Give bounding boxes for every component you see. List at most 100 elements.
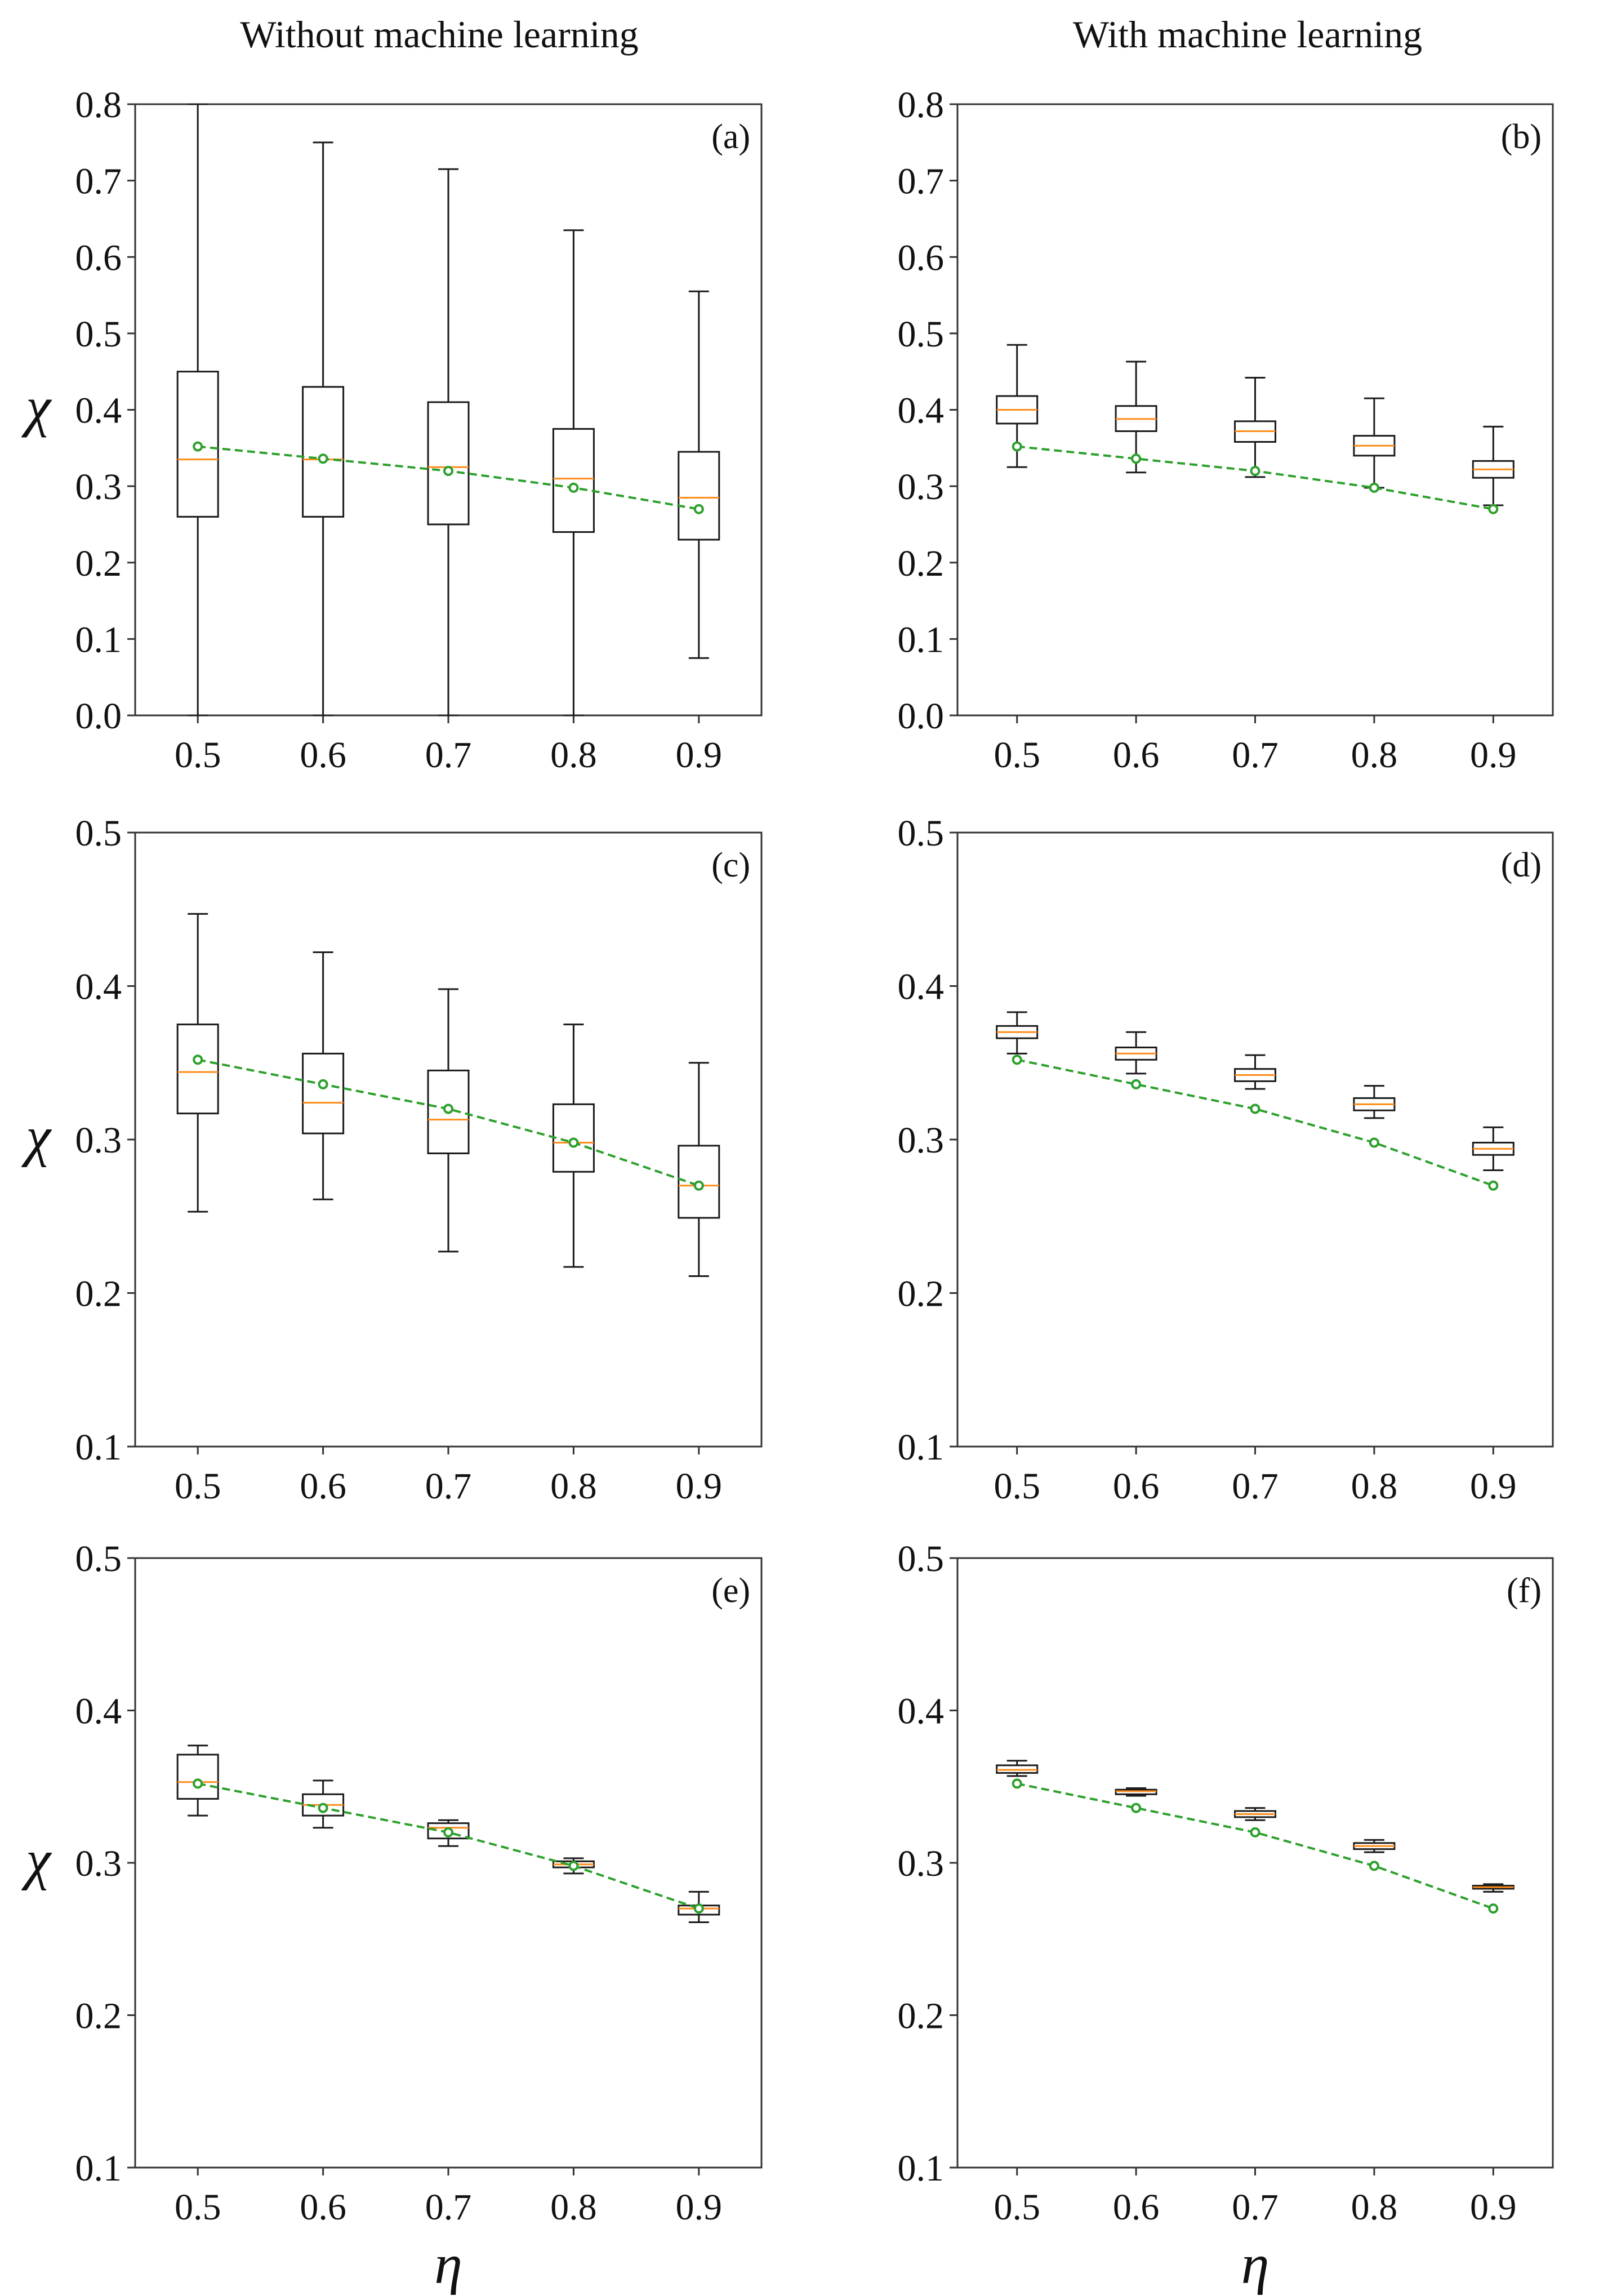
- y-tick-label: 0.2: [75, 1274, 122, 1315]
- x-tick-label: 0.7: [425, 735, 472, 776]
- y-tick-label: 0.3: [75, 466, 122, 508]
- iqr-box: [176, 371, 219, 518]
- box-plot-0.6: [302, 141, 345, 717]
- plot-frame: [956, 831, 1554, 1448]
- y-tick-label: 0.2: [898, 543, 945, 584]
- x-tick-label: 0.5: [175, 735, 221, 776]
- y-tick-label: 0.3: [898, 466, 945, 508]
- reference-point: [443, 1827, 453, 1837]
- x-tick-label: 0.7: [1232, 2187, 1279, 2228]
- x-tick-label: 0.7: [1232, 1466, 1279, 1507]
- panel-label: (b): [1501, 118, 1542, 156]
- y-tick-label: 0.5: [75, 1538, 122, 1579]
- box-plot-0.6: [1115, 361, 1157, 474]
- box-plot-0.7: [427, 168, 470, 717]
- y-tick-label: 0.4: [898, 1691, 945, 1732]
- reference-point: [443, 466, 453, 476]
- reference-point: [1131, 1079, 1142, 1089]
- x-tick-label: 0.6: [300, 1466, 346, 1507]
- reference-point: [1488, 1180, 1499, 1191]
- x-tick-label: 0.8: [550, 735, 597, 776]
- box-plot-0.9: [1472, 425, 1515, 506]
- iqr-box: [678, 1145, 720, 1219]
- panel-label: (f): [1507, 1572, 1542, 1610]
- x-tick-label: 0.9: [1470, 2187, 1517, 2228]
- iqr-box: [427, 1069, 470, 1155]
- y-tick-label: 0.8: [75, 84, 122, 126]
- panels: 0.0 0.1 0.2 0.3 0.4 0.5 0.6 0.7 0.8 0.5 0.6 0.7 0.8 0…: [21, 84, 1554, 2295]
- x-tick-label: 0.6: [1113, 2187, 1160, 2228]
- panel-label: (e): [711, 1572, 750, 1610]
- box-plot-0.9: [1472, 1126, 1515, 1171]
- reference-line: [1017, 1782, 1494, 1910]
- reference-line: [198, 445, 700, 510]
- left-column-title: Without machine learning: [240, 13, 638, 56]
- y-axis-label: χ: [21, 376, 52, 438]
- x-tick-label: 0.7: [425, 2187, 472, 2228]
- reference-point: [1012, 1778, 1022, 1789]
- reference-point: [568, 1137, 579, 1148]
- box-plot-0.6: [302, 1779, 345, 1829]
- x-tick-label: 0.6: [300, 2187, 346, 2228]
- box-plot-0.8: [1353, 1085, 1396, 1119]
- x-tick-label: 0.9: [1470, 735, 1517, 776]
- reference-point: [1012, 441, 1022, 452]
- y-tick-label: 0.1: [898, 619, 945, 660]
- x-tick-label: 0.5: [175, 1466, 221, 1507]
- y-tick-label: 0.1: [75, 619, 122, 660]
- x-tick-label: 0.7: [1232, 735, 1279, 776]
- reference-point: [568, 482, 579, 493]
- reference-point: [1250, 466, 1260, 476]
- reference-point: [1012, 1054, 1022, 1065]
- x-tick-label: 0.8: [1351, 735, 1398, 776]
- reference-point: [193, 441, 203, 452]
- box-plot-0.7: [1234, 1807, 1276, 1821]
- x-tick-label: 0.7: [425, 1466, 472, 1507]
- reference-point: [1369, 1861, 1379, 1871]
- x-tick-label: 0.9: [676, 1466, 723, 1507]
- iqr-box: [302, 1052, 345, 1134]
- right-column-title: With machine learning: [1073, 13, 1422, 56]
- y-tick-label: 0.5: [75, 314, 122, 355]
- panel-a: 0.0 0.1 0.2 0.3 0.4 0.5 0.6 0.7 0.8 0.5 0.6 0.7 0.8 0…: [21, 84, 763, 776]
- iqr-box: [302, 386, 345, 518]
- x-tick-label: 0.8: [550, 1466, 597, 1507]
- y-tick-label: 0.4: [898, 390, 945, 431]
- reference-point: [318, 453, 328, 464]
- y-tick-label: 0.4: [75, 1691, 122, 1732]
- iqr-box: [427, 401, 470, 526]
- panel-b: 0.0 0.1 0.2 0.3 0.4 0.5 0.6 0.7 0.8 0.5 0.6 0.7 0.8 0…: [898, 84, 1554, 776]
- reference-point: [1369, 1137, 1379, 1148]
- iqr-box: [552, 428, 595, 533]
- iqr-box: [678, 451, 720, 541]
- box-plot-0.8: [1353, 397, 1396, 489]
- box-plot-0.7: [427, 1819, 470, 1847]
- box-plot-0.5: [996, 1760, 1039, 1777]
- y-tick-label: 0.7: [898, 161, 945, 202]
- box-plot-0.5: [176, 103, 219, 717]
- iqr-box: [176, 1024, 219, 1115]
- reference-point: [1488, 504, 1499, 514]
- y-tick-label: 0.1: [898, 1427, 945, 1468]
- panel-e: 0.1 0.2 0.3 0.4 0.5 0.5 0.6 0.7 0.8 0.9 (e) χ η: [21, 1538, 763, 2295]
- reference-line: [1017, 1058, 1494, 1187]
- y-tick-label: 0.5: [75, 813, 122, 854]
- y-tick-label: 0.6: [898, 237, 945, 278]
- box-plot-0.8: [552, 229, 595, 717]
- y-tick-label: 0.2: [898, 1274, 945, 1315]
- y-tick-label: 0.7: [75, 161, 122, 202]
- panel-d: 0.1 0.2 0.3 0.4 0.5 0.5 0.6 0.7 0.8 0.9 (d): [898, 813, 1554, 1507]
- y-tick-label: 0.0: [75, 696, 122, 737]
- iqr-box: [427, 1822, 470, 1840]
- x-tick-label: 0.9: [1470, 1466, 1517, 1507]
- box-plot-0.6: [1115, 1787, 1157, 1797]
- reference-point: [1250, 1827, 1260, 1837]
- y-tick-label: 0.8: [898, 84, 945, 126]
- box-plot-0.9: [678, 1062, 720, 1278]
- panel-f: 0.1 0.2 0.3 0.4 0.5 0.5 0.6 0.7 0.8 0.9 (f) η: [898, 1538, 1554, 2295]
- reference-point: [693, 1180, 704, 1191]
- reference-point: [1369, 482, 1379, 493]
- reference-point: [1250, 1103, 1260, 1114]
- reference-point: [318, 1803, 328, 1813]
